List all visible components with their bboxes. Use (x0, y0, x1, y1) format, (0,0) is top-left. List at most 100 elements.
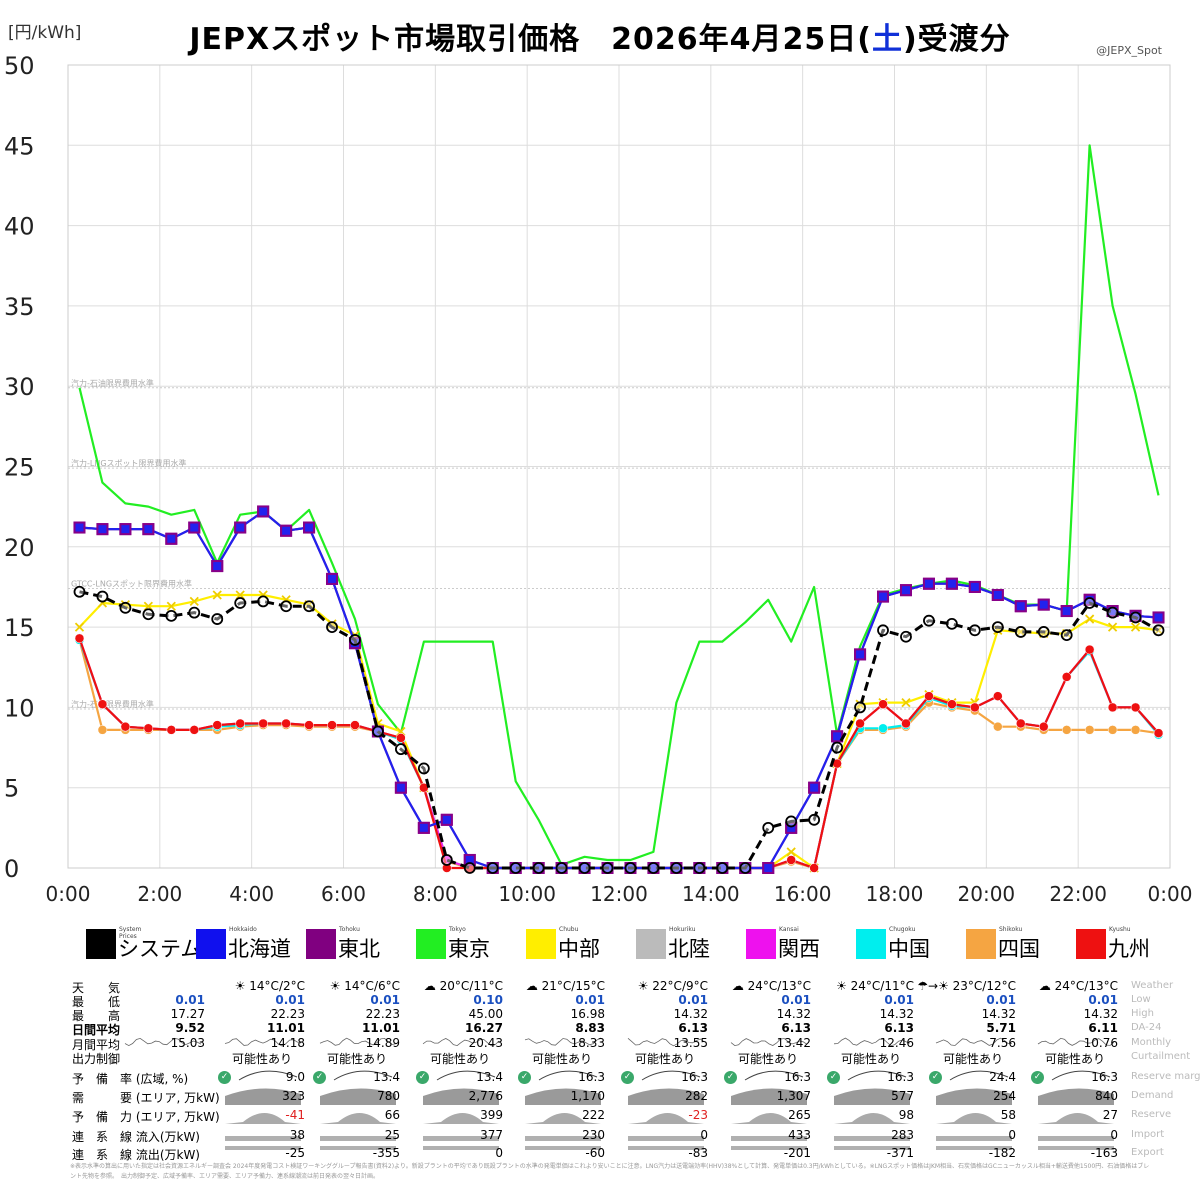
data-point (877, 624, 889, 637)
weather: ☀ 22°C/9°C (637, 979, 708, 993)
data-point (991, 588, 1004, 601)
legend-label-en: Kyushu (1109, 926, 1131, 933)
x-tick-label: 0:00 (46, 882, 91, 906)
demand-value: 282 (685, 1089, 708, 1103)
import-area (423, 1136, 499, 1141)
demand-area (525, 1088, 601, 1105)
data-point (396, 733, 406, 743)
info-table: 天 気 Weather 最 低 Low 最 高 High 日間平均 DA-24 月間平均 Mont… (0, 976, 1200, 1166)
reserve-area (628, 1113, 704, 1124)
import-value: 433 (788, 1128, 811, 1142)
import-value: 377 (480, 1128, 503, 1142)
export-area (731, 1146, 807, 1150)
monthly-average: 13.42 (776, 1036, 811, 1050)
reference-label: 汽力-LNGスポット限界費用水準 (71, 458, 187, 468)
daily-average: 11.01 (267, 1021, 305, 1035)
import-area (525, 1136, 601, 1141)
legend-swatch (196, 929, 226, 959)
y-tick-label: 25 (4, 454, 35, 482)
high-value: 22.23 (270, 1007, 305, 1021)
data-point (1130, 622, 1141, 632)
y-tick-label: 35 (4, 293, 35, 321)
row-label-en: Reserve (1131, 1109, 1172, 1120)
axes: 0 5 10 15 20 25 30 35 40 45 50 0:00 2:00 4:00 6:00 8:00… (4, 52, 1192, 906)
data-point (463, 862, 476, 874)
import-area (936, 1136, 1012, 1141)
data-point (1107, 725, 1118, 735)
weather: ☁ 21°C/15°C (525, 979, 605, 993)
legend-label: 東北 (338, 937, 380, 961)
data-point (670, 862, 683, 874)
export-value: -163 (1090, 1146, 1118, 1160)
y-tick-label: 15 (4, 614, 35, 642)
x-tick-label: 20:00 (958, 882, 1016, 906)
data-point (786, 855, 796, 865)
monthly-sparkline (935, 1037, 1012, 1046)
data-point (74, 622, 85, 632)
data-point (901, 697, 911, 708)
data-point (970, 702, 980, 713)
legend-label-en: Shikoku (999, 926, 1023, 933)
row-label: 予 備 率 (広域, %) (72, 1072, 189, 1086)
import-value: 283 (891, 1128, 914, 1142)
row-label-en: Low (1131, 994, 1151, 1005)
y-tick-label: 40 (4, 213, 35, 241)
demand-value: 577 (891, 1089, 914, 1103)
row-label: 月間平均 (72, 1038, 121, 1052)
monthly-sparkline (124, 1037, 202, 1047)
curtailment-status: 可能性あり (943, 1052, 1004, 1066)
weather: ☁ 24°C/13°C (731, 979, 811, 993)
export-area (320, 1146, 396, 1150)
data-point (119, 601, 132, 614)
demand-value: 1,307 (776, 1089, 811, 1103)
low-value: 0.01 (678, 993, 708, 1007)
high-value: 14.32 (673, 1007, 708, 1021)
data-point (1038, 721, 1049, 732)
data-point (901, 718, 911, 729)
data-point (968, 580, 981, 593)
reserve-margin-curve (744, 1070, 804, 1081)
series-line-system (79, 590, 1160, 870)
data-point (1060, 629, 1073, 642)
data-point (808, 813, 821, 826)
account-handle: @JEPX_Spot (1096, 44, 1162, 57)
monthly-average: 15.03 (170, 1036, 205, 1050)
y-tick-label: 50 (4, 52, 35, 80)
demand-value: 254 (993, 1089, 1016, 1103)
legend-label-en: Tokyo (449, 926, 466, 933)
import-value: 0 (1110, 1128, 1118, 1142)
data-point (899, 584, 912, 597)
x-tick-label: 14:00 (682, 882, 740, 906)
daily-average: 11.01 (362, 1021, 400, 1035)
data-point (945, 617, 958, 630)
check-icon: ✓ (416, 1071, 429, 1084)
data-point (304, 720, 314, 730)
weather: ☀ 14°C/6°C (329, 979, 400, 993)
legend-label: 東京 (448, 937, 490, 961)
data-point (785, 815, 798, 828)
data-point (326, 572, 339, 585)
daily-average: 6.11 (1088, 1021, 1118, 1035)
data-point (73, 521, 86, 534)
import-value: 25 (384, 1128, 400, 1142)
curtailment-status: 可能性あり (738, 1052, 799, 1066)
data-point (808, 781, 821, 794)
data-point (878, 723, 888, 734)
y-tick-label: 5 (4, 775, 19, 803)
data-point (280, 600, 293, 613)
data-point (1014, 626, 1027, 638)
y-tick-label: 45 (4, 132, 35, 160)
row-label: 最 低 (72, 995, 121, 1009)
data-point (1085, 614, 1095, 624)
export-area (628, 1146, 704, 1150)
demand-value: 1,170 (570, 1089, 605, 1103)
reserve-area (1038, 1113, 1114, 1124)
data-point (166, 601, 176, 611)
row-label: 最 高 (72, 1009, 121, 1023)
low-value: 0.01 (175, 993, 205, 1007)
export-area (423, 1146, 499, 1150)
monthly-average: 18.33 (570, 1036, 605, 1050)
legend-swatch (86, 929, 116, 959)
high-value: 14.32 (981, 1007, 1016, 1021)
